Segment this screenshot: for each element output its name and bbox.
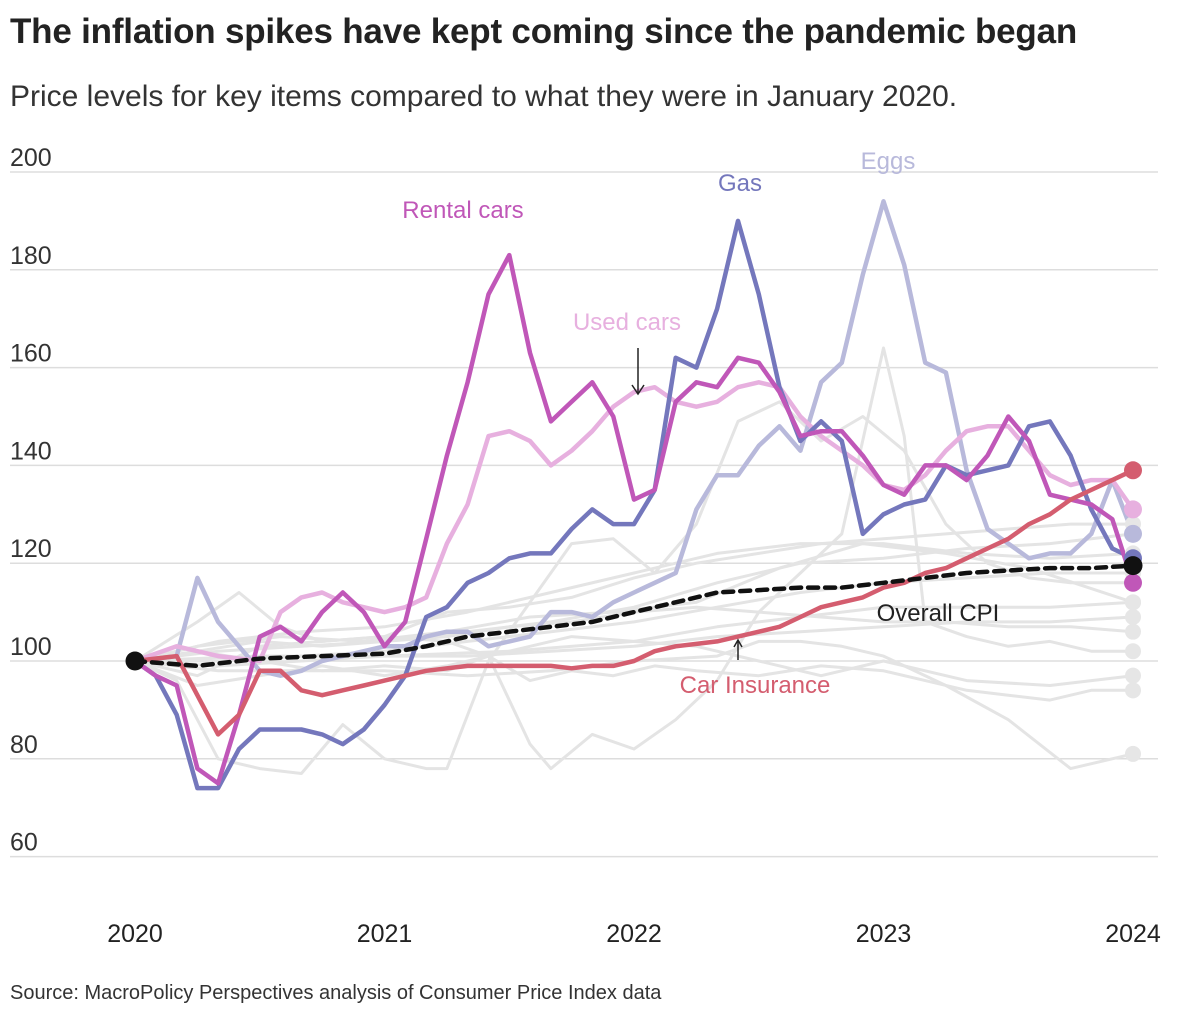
background-series-line-2 xyxy=(133,400,1135,775)
chart-subtitle: Price levels for key items compared to w… xyxy=(10,80,958,113)
end-dots-layer xyxy=(125,461,1143,762)
series-line-eggs xyxy=(132,199,1136,678)
background-series-line-10 xyxy=(133,615,1135,668)
x-tick-label-2023: 2023 xyxy=(856,920,912,948)
chart-title: The inflation spikes have kept coming si… xyxy=(10,12,1078,51)
y-tick-label-180: 180 xyxy=(10,242,52,270)
annotation-eggs: Eggs xyxy=(861,148,916,175)
x-tick-label-2021: 2021 xyxy=(357,920,413,948)
annotation-used-cars: Used cars xyxy=(573,309,681,336)
source-note: Source: MacroPolicy Perspectives analysi… xyxy=(10,982,662,1004)
background-series-layer xyxy=(133,346,1135,775)
y-tick-label-80: 80 xyxy=(10,731,38,759)
background-series-end-dot-12 xyxy=(1125,594,1141,611)
y-tick-label-100: 100 xyxy=(10,633,52,661)
annotation-overall-cpi: Overall CPI xyxy=(877,600,1000,627)
series-end-dot-car-insurance xyxy=(1124,461,1142,480)
y-tick-label-60: 60 xyxy=(10,829,38,857)
background-series-line-8 xyxy=(133,532,1135,663)
background-series-end-dot-10 xyxy=(1125,608,1141,625)
background-series-line-5 xyxy=(133,542,1135,663)
line-chart: Rental cars Used cars Gas Eggs Car Insur… xyxy=(10,144,1161,948)
annotation-gas: Gas xyxy=(718,170,762,197)
series-line-rental-cars xyxy=(132,252,1136,786)
background-series-end-dot-7 xyxy=(1125,667,1141,684)
y-tick-label-200: 200 xyxy=(10,144,52,172)
background-series-end-dot-3 xyxy=(1125,682,1141,699)
background-series-end-dot-9 xyxy=(1125,623,1141,640)
background-series-end-dot-4 xyxy=(1125,643,1141,660)
series-end-dot-rental-cars xyxy=(1124,573,1142,592)
arrowhead-car-insurance xyxy=(733,638,743,648)
x-tick-label-2024: 2024 xyxy=(1105,920,1161,948)
x-axis-ticks: 2020 2021 2022 2023 2024 xyxy=(107,920,1161,948)
annotation-layer: Rental cars Used cars Gas Eggs Car Insur… xyxy=(402,148,999,699)
y-tick-label-140: 140 xyxy=(10,437,52,465)
series-end-dot-used-cars xyxy=(1124,500,1142,519)
series-line-car-insurance xyxy=(132,468,1136,737)
x-tick-label-2022: 2022 xyxy=(606,920,662,948)
x-tick-label-2020: 2020 xyxy=(107,920,163,948)
series-end-dot-eggs xyxy=(1124,524,1142,543)
series-line-overall-cpi xyxy=(132,563,1136,669)
background-series-end-dot-13 xyxy=(1125,745,1141,762)
annotation-car-insurance: Car Insurance xyxy=(680,672,831,699)
annotation-rental-cars: Rental cars xyxy=(402,197,523,224)
background-series-line-4 xyxy=(133,346,1135,771)
y-axis-ticks: 60 80 100 120 140 160 180 200 xyxy=(10,144,52,857)
series-line-gas xyxy=(132,218,1136,791)
series-end-dot-overall-cpi xyxy=(1123,556,1143,576)
arrowhead-used-cars xyxy=(631,384,645,396)
y-tick-label-120: 120 xyxy=(10,535,52,563)
series-layer xyxy=(132,199,1136,791)
background-series-line-11 xyxy=(133,542,1135,663)
series-start-dot-overall-cpi xyxy=(125,651,145,671)
y-tick-label-160: 160 xyxy=(10,340,52,368)
